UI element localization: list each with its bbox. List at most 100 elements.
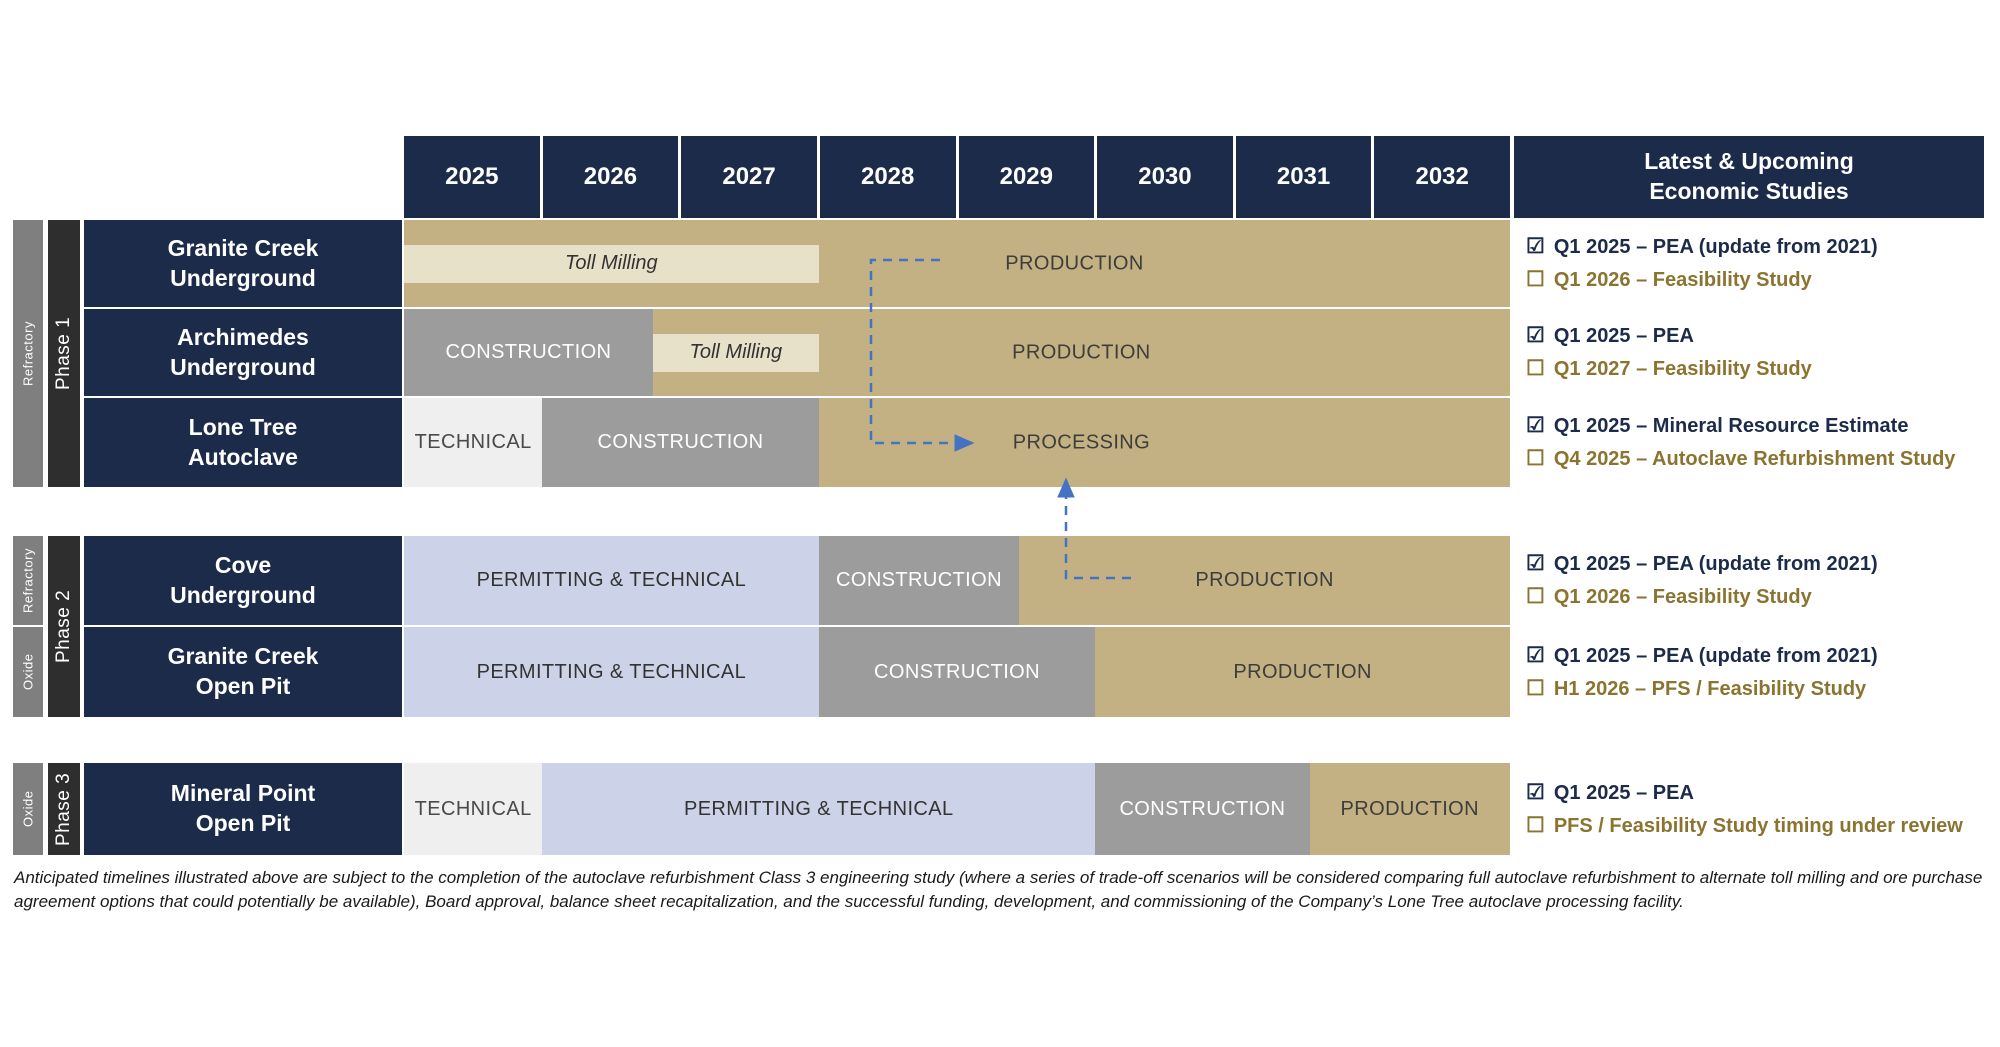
study-text: Q1 2026 – Feasibility Study: [1553, 269, 1812, 291]
study-text: Q4 2025 – Autoclave Refurbishment Study: [1553, 448, 1956, 470]
studies-cell: ☑ Q1 2025 – PEA (update from 2021) ☐ H1 202…: [1514, 627, 1992, 717]
study-item: ☑ Q1 2025 – PEA (update from 2021): [1526, 643, 1992, 669]
checked-checkbox-icon: ☑: [1526, 552, 1545, 575]
segment-production: PRODUCTION: [1095, 627, 1510, 717]
segment-label: PROCESSING: [1012, 431, 1151, 453]
project-name-line: Cove: [214, 551, 272, 578]
project-name-line: Granite Creek: [167, 643, 319, 670]
year-header: 2025 2026 2027 2028 2029 2030 2031 2032: [404, 136, 1510, 218]
study-item: ☑ Q1 2025 – Mineral Resource Estimate: [1526, 413, 1992, 439]
checked-checkbox-icon: ☑: [1526, 643, 1545, 667]
segment-label: PRODUCTION: [1005, 252, 1144, 274]
segment-label: PERMITTING & TECHNICAL: [683, 797, 954, 820]
segment-production: PRODUCTION: [1019, 536, 1510, 625]
study-item: ☑ Q1 2025 – PEA (update from 2021): [1526, 234, 1992, 260]
segment-toll-milling: Toll Milling: [404, 244, 819, 283]
study-item: ☐ Q1 2027 – Feasibility Study: [1526, 356, 1992, 382]
timeline-row-2: Archimedes Underground CONSTRUCTION PRODUCT…: [0, 309, 2000, 396]
study-item: ☐ H1 2026 – PFS / Feasibility Study: [1526, 676, 1992, 702]
unchecked-checkbox-icon: ☐: [1526, 676, 1545, 700]
segment-permitting-technical: PERMITTING & TECHNICAL: [404, 627, 819, 717]
segment-production: PRODUCTION: [1309, 763, 1510, 855]
segment-label: PRODUCTION: [1012, 341, 1151, 363]
study-text: Q1 2025 – PEA: [1553, 781, 1694, 804]
segment-label: CONSTRUCTION: [1119, 797, 1286, 820]
unchecked-checkbox-icon: ☐: [1526, 268, 1545, 291]
timeline-row-1: Granite Creek Underground PRODUCTION Toll M…: [0, 220, 2000, 307]
segment-label: PRODUCTION: [1340, 797, 1479, 820]
segment-construction: CONSTRUCTION: [818, 536, 1020, 625]
project-name: Lone Tree Autoclave: [84, 398, 402, 487]
study-text: Q1 2027 – Feasibility Study: [1553, 358, 1812, 380]
study-text: H1 2026 – PFS / Feasibility Study: [1553, 677, 1867, 700]
study-item: ☐ Q1 2026 – Feasibility Study: [1526, 584, 1992, 610]
year-header-2032: 2032: [1374, 136, 1510, 218]
studies-cell: ☑ Q1 2025 – PEA (update from 2021) ☐ Q1 202…: [1514, 536, 1992, 625]
study-item: ☑ Q1 2025 – PEA: [1526, 780, 1992, 806]
studies-cell: ☑ Q1 2025 – Mineral Resource Estimate ☐ Q4 …: [1514, 398, 1992, 487]
unchecked-checkbox-icon: ☐: [1526, 447, 1545, 470]
year-header-2031: 2031: [1235, 136, 1372, 218]
study-item: ☑ Q1 2025 – PEA: [1526, 323, 1992, 349]
study-text: Q1 2025 – PEA (update from 2021): [1553, 236, 1878, 258]
year-header-2026: 2026: [542, 136, 679, 218]
timeline-row-4: Cove Underground PERMITTING & TECHNICAL CON…: [0, 536, 2000, 625]
project-name-line: Open Pit: [195, 673, 291, 699]
year-header-2025: 2025: [404, 136, 540, 218]
project-name-line: Underground: [170, 581, 316, 608]
year-header-2030: 2030: [1097, 136, 1233, 218]
study-item: ☐ Q4 2025 – Autoclave Refurbishment Study: [1526, 446, 1992, 472]
study-item: ☐ PFS / Feasibility Study timing under re…: [1526, 813, 1992, 839]
segment-label: Toll Milling: [689, 341, 783, 363]
study-text: PFS / Feasibility Study timing under rev…: [1553, 814, 1963, 837]
project-name-line: Lone Tree: [188, 413, 298, 440]
study-text: Q1 2025 – PEA (update from 2021): [1553, 553, 1878, 575]
project-name: Granite Creek Underground: [84, 220, 402, 307]
unchecked-checkbox-icon: ☐: [1526, 585, 1545, 608]
project-name-line: Archimedes: [177, 323, 309, 350]
project-name-line: Granite Creek: [167, 234, 319, 261]
segment-label: CONSTRUCTION: [597, 431, 764, 453]
segment-label: CONSTRUCTION: [874, 660, 1040, 683]
segment-technical: TECHNICAL: [404, 763, 543, 855]
timeline-row-5: Granite Creek Open Pit PERMITTING & TECHNI…: [0, 627, 2000, 717]
studies-cell: ☑ Q1 2025 – PEA ☐ PFS / Feasibility Study t…: [1514, 763, 1992, 855]
unchecked-checkbox-icon: ☐: [1526, 357, 1545, 380]
studies-header-line2: Economic Studies: [1649, 178, 1849, 204]
segment-label: TECHNICAL: [414, 431, 532, 453]
segment-permitting-technical: PERMITTING & TECHNICAL: [542, 763, 1096, 855]
segment-label: PERMITTING & TECHNICAL: [476, 569, 747, 591]
project-name: Granite Creek Open Pit: [84, 627, 402, 717]
segment-label: PERMITTING & TECHNICAL: [476, 660, 747, 683]
studies-header: Latest & Upcoming Economic Studies: [1514, 136, 1984, 218]
segment-label: CONSTRUCTION: [445, 341, 612, 363]
segment-construction: CONSTRUCTION: [542, 398, 819, 487]
segment-construction: CONSTRUCTION: [818, 627, 1096, 717]
segment-label: PRODUCTION: [1195, 569, 1334, 591]
checked-checkbox-icon: ☑: [1526, 324, 1545, 347]
checked-checkbox-icon: ☑: [1526, 414, 1545, 437]
checked-checkbox-icon: ☑: [1526, 235, 1545, 258]
project-name: Archimedes Underground: [84, 309, 402, 396]
project-name-line: Underground: [170, 264, 316, 291]
project-name-line: Mineral Point: [170, 780, 316, 807]
study-text: Q1 2026 – Feasibility Study: [1553, 586, 1812, 608]
project-name-line: Autoclave: [188, 443, 298, 470]
segment-label: Toll Milling: [565, 252, 658, 274]
project-name: Cove Underground: [84, 536, 402, 625]
segment-construction: CONSTRUCTION: [1095, 763, 1310, 855]
segment-technical: TECHNICAL: [404, 398, 543, 487]
segment-label: TECHNICAL: [414, 797, 532, 820]
unchecked-checkbox-icon: ☐: [1526, 813, 1545, 837]
segment-processing: PROCESSING: [818, 398, 1510, 487]
timeline-row-6: Mineral Point Open Pit TECHNICAL PERMITTING…: [0, 763, 2000, 855]
segment-label: PRODUCTION: [1233, 660, 1372, 683]
project-name-line: Underground: [170, 353, 316, 380]
study-text: Q1 2025 – Mineral Resource Estimate: [1553, 415, 1909, 437]
segment-permitting-technical: PERMITTING & TECHNICAL: [404, 536, 819, 625]
checked-checkbox-icon: ☑: [1526, 780, 1545, 804]
study-text: Q1 2025 – PEA (update from 2021): [1553, 644, 1878, 667]
segment-construction: CONSTRUCTION: [404, 309, 653, 396]
segment-label: CONSTRUCTION: [836, 569, 1002, 591]
studies-cell: ☑ Q1 2025 – PEA ☐ Q1 2027 – Feasibility Stu…: [1514, 309, 1992, 396]
